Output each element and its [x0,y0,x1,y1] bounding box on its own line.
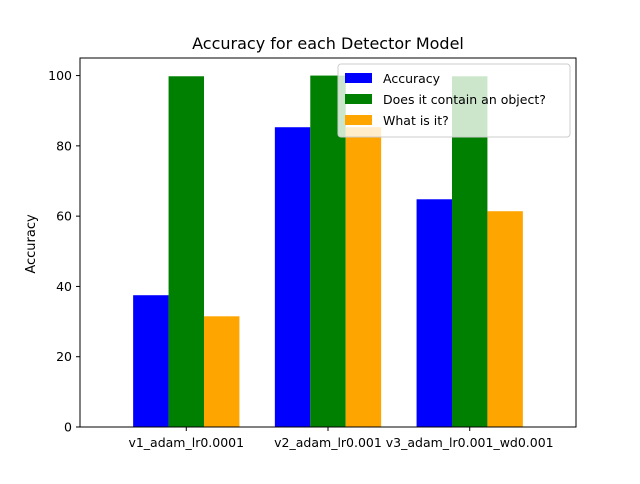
y-tick-label: 80 [56,138,72,153]
legend-swatch [345,94,372,104]
legend-label: What is it? [383,113,449,128]
bar-2-1 [168,76,204,427]
y-tick-label: 60 [56,209,72,224]
y-tick-label: 20 [56,349,72,364]
legend: Accuracy Does it contain an object? What i… [337,63,571,138]
y-axis-label: Accuracy [24,214,39,274]
x-tick-label: v2_adam_lr0.001 [274,435,382,450]
bar-1-2 [274,127,311,427]
legend-label: Accuracy [383,71,441,86]
legend-box [337,63,571,138]
chart-title: Accuracy for each Detector Model [192,34,464,53]
bar-1-3 [416,199,452,427]
y-tick-label: 0 [64,420,72,435]
axes-layer: 0 20 40 60 80 100 v1_adam_lr0.0001 v2_adam_lr0.… [48,57,577,450]
legend-label: Does it contain an object? [383,92,546,107]
y-tick-label: 100 [48,68,72,83]
legend-swatch [345,73,372,83]
x-tick-label: v3_adam_lr0.001_wd0.001 [386,435,554,450]
y-tick-label: 40 [56,279,72,294]
bar-1-1 [133,295,169,427]
bar-3-1 [204,316,240,427]
x-tick-label: v1_adam_lr0.0001 [128,435,244,450]
legend-swatch [345,115,372,125]
bars-layer [133,75,523,428]
bar-3-3 [487,211,523,427]
bar-3-2 [345,127,382,427]
